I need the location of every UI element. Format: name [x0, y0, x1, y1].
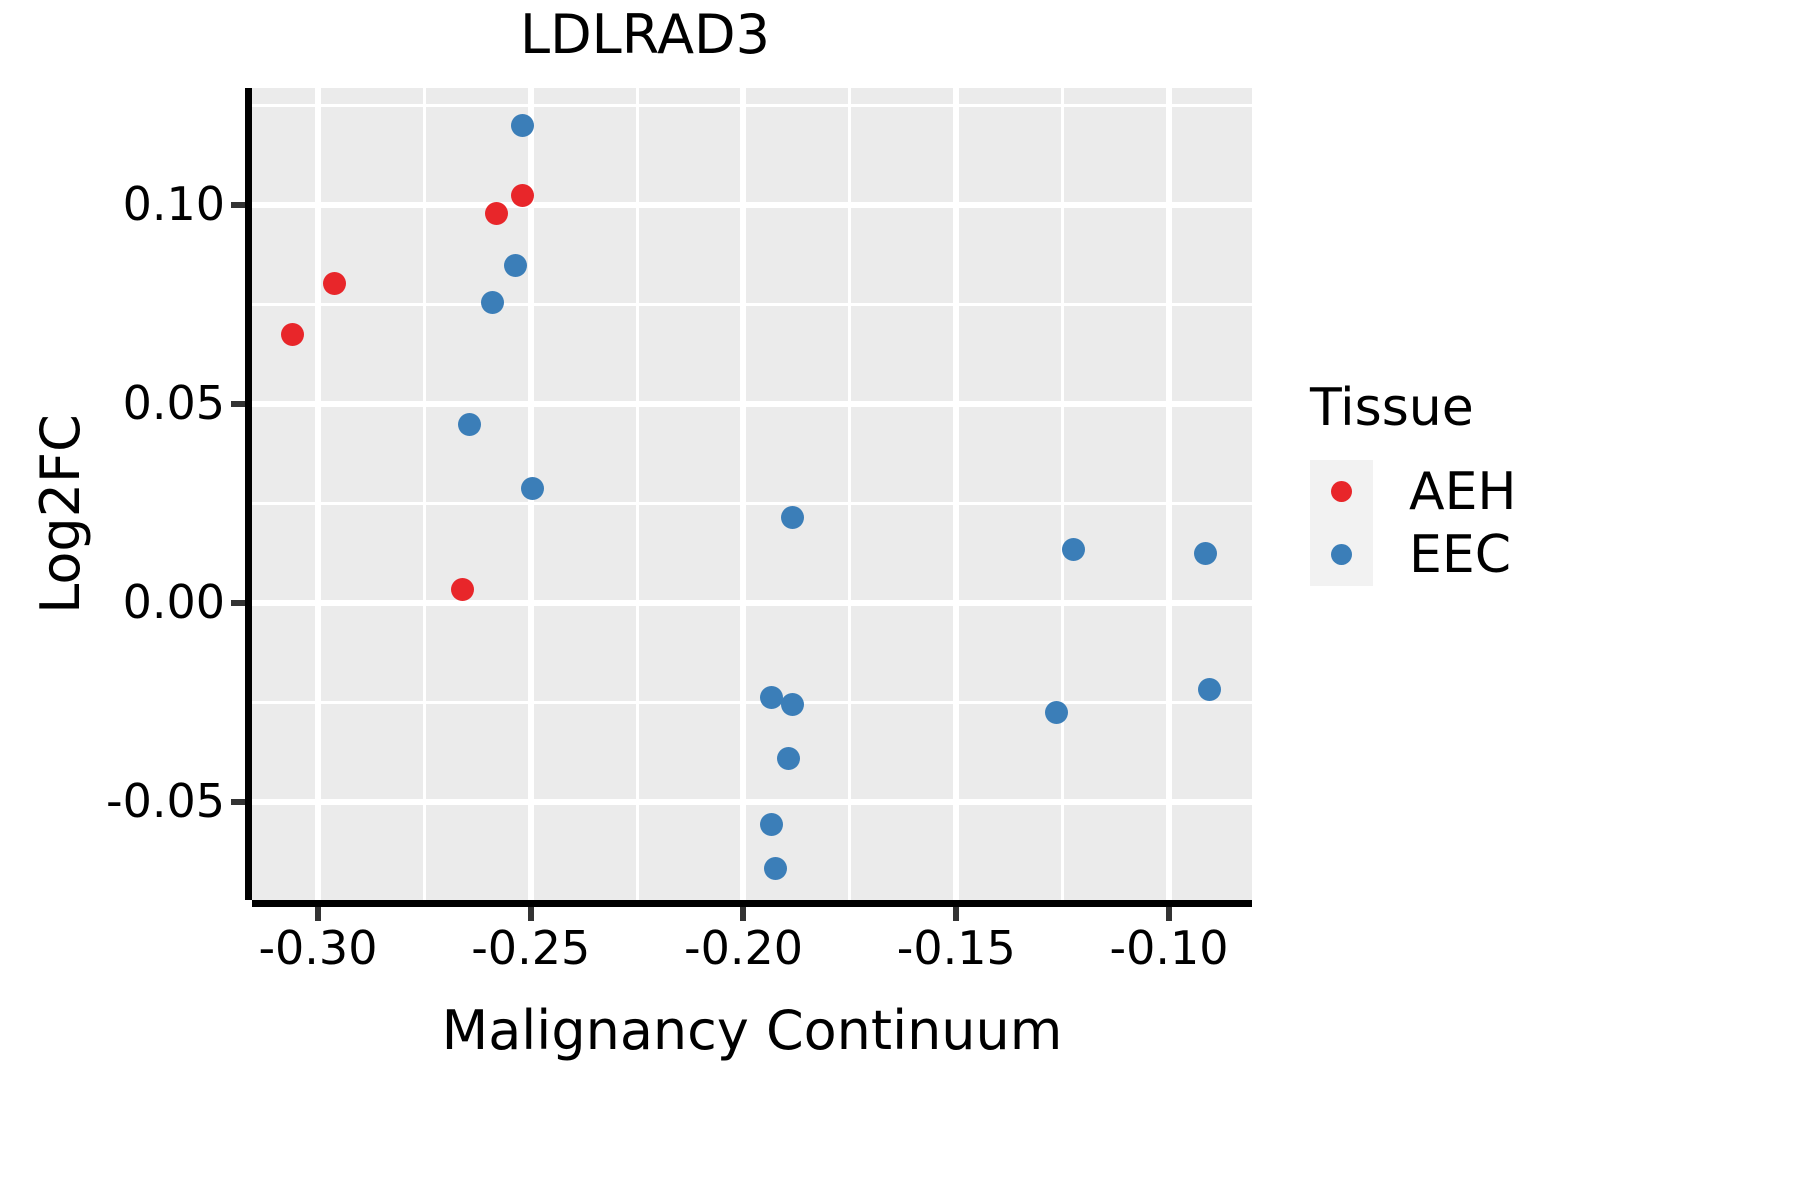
grid-line-horizontal-minor: [252, 502, 1252, 506]
y-axis-tick-label: 0.05: [122, 376, 225, 431]
data-point-eec: [759, 812, 783, 836]
legend: Tissue AEH EEC: [1310, 382, 1780, 586]
legend-dot-icon: [1331, 481, 1352, 502]
x-axis-tick-label: -0.20: [683, 921, 803, 975]
grid-line-vertical-minor: [635, 88, 639, 900]
data-point-eec: [759, 685, 783, 709]
x-axis-tick-label: -0.10: [1109, 921, 1229, 975]
data-point-eec: [1193, 542, 1217, 566]
x-axis-tick-label: -0.25: [471, 921, 591, 975]
data-point-eec: [763, 856, 787, 880]
data-point-eec: [780, 693, 804, 717]
grid-line-horizontal: [252, 799, 1252, 806]
x-axis-tick: [527, 907, 534, 921]
data-point-aeh: [485, 201, 509, 225]
legend-item-eec[interactable]: EEC: [1310, 523, 1780, 586]
data-point-eec: [504, 253, 528, 277]
grid-line-vertical-minor: [848, 88, 852, 900]
grid-line-vertical: [953, 88, 960, 900]
x-axis-tick: [740, 907, 747, 921]
x-axis-label: Malignancy Continuum: [441, 999, 1063, 1062]
y-axis-tick: [231, 401, 245, 408]
data-point-eec: [776, 747, 800, 771]
grid-line-vertical-minor: [1061, 88, 1065, 900]
y-axis-tick-label: 0.00: [122, 575, 225, 630]
data-point-aeh: [323, 271, 347, 295]
grid-line-vertical: [740, 88, 747, 900]
legend-items: AEH EEC: [1310, 460, 1780, 586]
grid-line-horizontal-minor: [252, 104, 1252, 108]
data-point-aeh: [451, 578, 475, 602]
y-axis-tick: [231, 799, 245, 806]
x-axis-tick: [314, 907, 321, 921]
grid-line-vertical: [1166, 88, 1173, 900]
legend-item-label: AEH: [1409, 461, 1517, 522]
data-point-eec: [480, 291, 504, 315]
legend-item-aeh[interactable]: AEH: [1310, 460, 1780, 523]
legend-key-swatch: [1310, 523, 1373, 586]
data-point-eec: [510, 114, 534, 138]
legend-key-swatch: [1310, 460, 1373, 523]
grid-line-horizontal: [252, 401, 1252, 408]
x-axis-line: [252, 900, 1252, 907]
grid-line-horizontal: [252, 600, 1252, 607]
y-axis-tick-label: 0.10: [122, 177, 225, 232]
grid-line-horizontal: [252, 202, 1252, 209]
legend-item-label: EEC: [1409, 524, 1512, 585]
data-point-eec: [457, 412, 481, 436]
grid-line-horizontal-minor: [252, 701, 1252, 705]
data-point-eec: [1044, 701, 1068, 725]
data-point-aeh: [510, 183, 534, 207]
y-axis-label: Log2FC: [29, 414, 92, 614]
legend-title: Tissue: [1310, 378, 1474, 438]
grid-line-horizontal-minor: [252, 303, 1252, 307]
data-point-eec: [521, 476, 545, 500]
data-point-eec: [1197, 677, 1221, 701]
y-axis-line: [245, 88, 252, 900]
legend-dot-icon: [1331, 544, 1352, 565]
grid-line-vertical: [314, 88, 321, 900]
y-axis-tick: [231, 202, 245, 209]
x-axis-tick: [953, 907, 960, 921]
data-point-eec: [780, 506, 804, 530]
data-point-aeh: [280, 323, 304, 347]
x-axis-tick-label: -0.15: [896, 921, 1016, 975]
page-title: LDLRAD3: [520, 3, 770, 66]
x-axis-tick: [1166, 907, 1173, 921]
plot-panel: [252, 88, 1252, 900]
y-axis-tick: [231, 600, 245, 607]
grid-line-vertical-minor: [422, 88, 426, 900]
x-axis-tick-label: -0.30: [258, 921, 378, 975]
data-point-eec: [1061, 538, 1085, 562]
y-axis-tick-label: -0.05: [105, 774, 225, 829]
